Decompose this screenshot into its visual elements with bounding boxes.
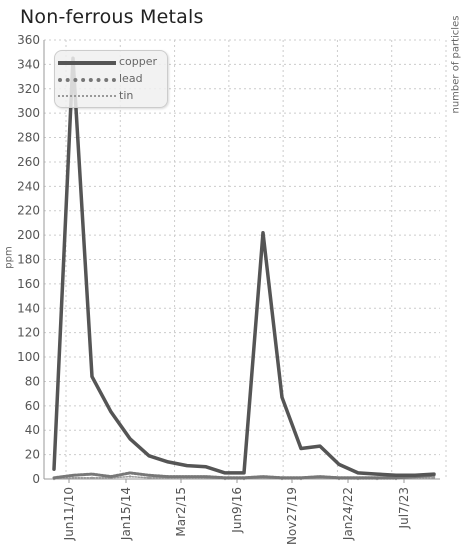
data-point-lead [394,476,398,479]
data-point-lead [109,475,113,478]
data-point-copper [185,464,189,467]
legend-swatch-lead [58,78,116,82]
y-tick-label: 260 [17,155,40,169]
data-point-lead [52,476,56,479]
y-tick-label: 120 [17,326,40,340]
legend-item-copper[interactable]: copper [55,54,167,70]
data-point-lead [280,476,284,479]
data-point-copper [223,471,227,475]
y-tick-label: 20 [25,448,40,462]
data-point-tin [432,476,436,479]
legend-item-lead[interactable]: lead [55,71,167,87]
legend: copper lead tin [54,50,168,108]
legend-label-copper: copper [119,55,158,68]
data-point-copper [432,472,436,476]
data-point-lead [185,475,189,478]
data-point-tin [147,476,151,479]
data-point-lead [299,476,303,479]
data-point-tin [128,475,132,478]
legend-label-lead: lead [119,72,143,85]
y-tick-label: 320 [17,82,40,96]
data-point-copper [299,447,303,450]
data-point-copper [52,468,56,471]
y-tick-label: 240 [17,179,40,193]
y-tick-label: 100 [17,350,40,364]
data-point-copper [375,472,379,476]
y-tick-label: 340 [17,57,40,71]
x-tick-label: Jun9/16 [230,487,244,534]
data-point-lead [90,472,94,476]
data-point-tin [71,476,75,479]
x-tick-label: Jun11/10 [62,487,76,541]
y-tick-label: 300 [17,106,40,120]
data-point-copper [280,396,284,399]
legend-swatch-copper [58,61,116,65]
y-tick-label: 360 [17,33,40,47]
data-point-lead [128,471,132,475]
x-tick-label: Mar2/15 [174,487,188,537]
y-tick-label: 80 [25,374,40,388]
data-point-copper [166,460,170,464]
data-point-copper [242,471,246,475]
data-point-copper [413,474,417,477]
legend-swatch-tin [58,95,116,97]
data-point-copper [394,474,398,477]
data-point-lead [337,476,341,479]
data-point-copper [356,471,360,475]
chart-title: Non-ferrous Metals [20,6,204,28]
y-tick-label: 280 [17,131,40,145]
y-tick-label: 180 [17,253,40,267]
y-tick-label: 220 [17,204,40,218]
data-point-copper [147,454,151,458]
data-point-copper [337,463,341,466]
legend-item-tin[interactable]: tin [55,88,167,104]
data-point-copper [261,231,265,234]
data-point-tin [90,476,94,479]
data-point-lead [223,476,227,479]
x-tick-label: Jan15/14 [119,487,133,541]
y-tick-label: 200 [17,228,40,242]
data-point-lead [71,474,75,477]
data-point-lead [166,475,170,478]
x-tick-label: Jan24/22 [341,487,355,541]
data-point-copper [109,410,113,414]
data-point-lead [147,474,151,477]
y-tick-label: 40 [25,423,40,437]
data-point-copper [90,375,94,378]
data-point-copper [128,437,132,440]
y-tick-label: 160 [17,277,40,291]
y-tick-label: 0 [32,472,40,486]
y-tick-label: 60 [25,399,40,413]
data-point-copper [204,465,208,469]
data-point-lead [356,476,360,479]
x-tick-label: Jul7/23 [397,487,411,529]
x-tick-label: Nov27/19 [285,487,299,545]
data-point-lead [204,475,208,478]
legend-label-tin: tin [119,89,134,102]
data-point-lead [375,476,379,479]
y-tick-label: 140 [17,301,40,315]
data-point-lead [261,475,265,478]
data-point-copper [318,444,322,448]
data-point-lead [242,476,246,479]
data-point-lead [318,475,322,478]
